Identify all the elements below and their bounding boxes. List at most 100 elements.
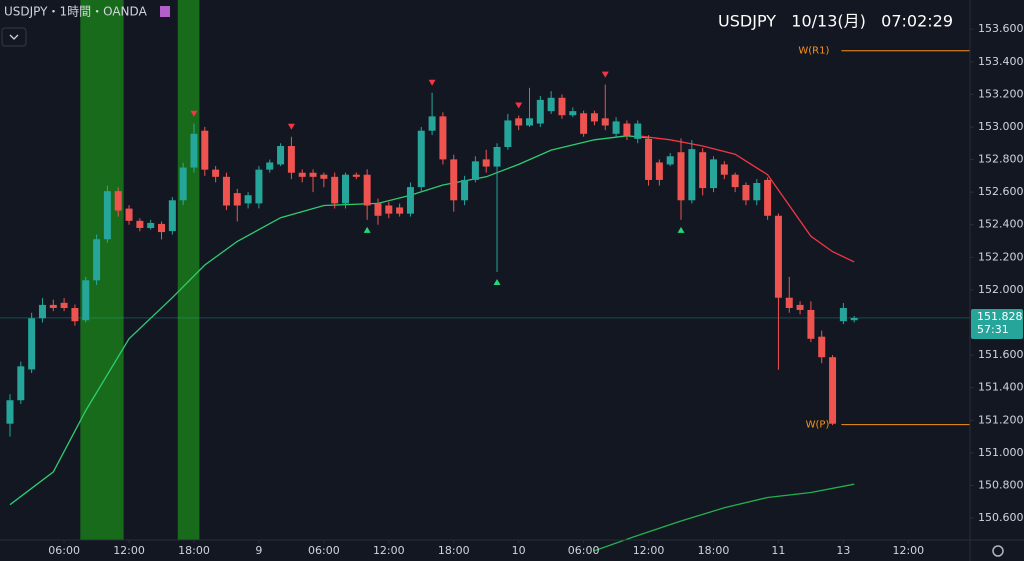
candle-body	[363, 174, 371, 206]
x-tick-label: 06:00	[568, 544, 600, 557]
candle-body	[677, 152, 685, 201]
candle-body	[525, 118, 533, 126]
sell-marker	[428, 79, 436, 86]
countdown-label: 57:31	[977, 323, 1009, 336]
x-tick-label: 12:00	[892, 544, 924, 557]
candle-body	[774, 215, 782, 298]
y-tick-label: 151.400	[978, 381, 1024, 394]
candle-body	[785, 297, 793, 309]
candle-body	[709, 159, 717, 189]
flag-icon[interactable]	[160, 6, 170, 17]
chevron-icon	[9, 34, 19, 40]
level-label: W(R1)	[798, 46, 829, 57]
candle-body	[168, 200, 176, 232]
candle-body	[374, 203, 382, 216]
y-tick-label: 150.800	[978, 478, 1024, 491]
moving-average	[594, 483, 855, 552]
settings-icon[interactable]	[992, 545, 1004, 557]
x-tick-label: 9	[255, 544, 262, 557]
candle-body	[439, 116, 447, 160]
candle-body	[6, 400, 14, 424]
x-tick-label: 10	[512, 544, 526, 557]
collapse-button[interactable]	[1, 27, 27, 47]
candle-body	[764, 179, 772, 216]
x-tick-label: 11	[771, 544, 785, 557]
session-highlight	[80, 0, 124, 540]
candle-body	[471, 161, 479, 180]
y-tick-label: 153.600	[978, 22, 1024, 35]
y-tick-label: 152.000	[978, 283, 1024, 296]
x-tick-label: 06:00	[308, 544, 340, 557]
y-tick-label: 152.800	[978, 153, 1024, 166]
candle-body	[244, 195, 252, 204]
candle-body	[515, 118, 523, 126]
candle-body	[385, 205, 393, 214]
candle-body	[482, 159, 490, 167]
candle-body	[655, 162, 663, 180]
candle-body	[125, 208, 133, 221]
candle-body	[753, 183, 761, 201]
candle-body	[536, 99, 544, 124]
candle-body	[277, 146, 285, 165]
candle-body	[590, 113, 598, 122]
candle-body	[28, 318, 36, 370]
plot-area: W(R1) W(P)	[0, 0, 970, 552]
candle-body	[742, 184, 750, 201]
sell-marker	[601, 71, 609, 78]
candle-body	[158, 223, 166, 233]
candle-body	[450, 159, 458, 201]
candle-body	[190, 133, 198, 168]
candle-body	[829, 357, 837, 424]
candle-body	[580, 113, 588, 134]
candle-body	[601, 118, 609, 126]
candle-body	[342, 174, 350, 204]
header-clock: USDJPY 10/13(月) 07:02:29	[718, 12, 953, 31]
candle-body	[38, 304, 46, 319]
x-tick-label: 06:00	[48, 544, 80, 557]
last-price-box	[971, 308, 1023, 339]
candle-body	[461, 179, 469, 201]
candle-body	[569, 111, 577, 116]
candle-body	[623, 123, 631, 136]
sell-marker	[190, 110, 198, 117]
candle-body	[645, 138, 653, 180]
y-tick-label: 151.000	[978, 446, 1024, 459]
y-tick-label: 153.400	[978, 55, 1024, 68]
candle-body	[309, 172, 317, 177]
candle-body	[212, 169, 220, 177]
candle-body	[504, 120, 512, 148]
candle-body	[60, 302, 68, 309]
x-tick-label: 13	[836, 544, 850, 557]
x-tick-label: 18:00	[698, 544, 730, 557]
x-tick-label: 12:00	[373, 544, 405, 557]
last-price-label: 151.828	[977, 310, 1023, 323]
candle-body	[136, 220, 144, 228]
x-tick-label: 18:00	[438, 544, 470, 557]
candle-body	[255, 169, 263, 204]
x-tick-label: 12:00	[633, 544, 665, 557]
candle-body	[114, 191, 122, 211]
candle-body	[699, 152, 707, 189]
candle-body	[720, 164, 728, 175]
buy-marker	[363, 226, 371, 233]
candle-body	[731, 174, 739, 188]
candle-body	[222, 176, 230, 206]
x-tick-label: 12:00	[113, 544, 145, 557]
y-tick-label: 150.600	[978, 511, 1024, 524]
y-tick-label: 151.200	[978, 413, 1024, 426]
candle-body	[558, 97, 566, 116]
candle-body	[266, 162, 274, 170]
y-tick-label: 152.600	[978, 185, 1024, 198]
candle-body	[331, 176, 339, 204]
candle-body	[612, 121, 620, 134]
level-label: W(P)	[806, 420, 830, 431]
candle-body	[396, 207, 404, 214]
candle-body	[547, 97, 555, 112]
x-tick-label: 18:00	[178, 544, 210, 557]
candle-body	[147, 222, 155, 228]
candle-body	[818, 336, 826, 358]
candle-body	[320, 174, 328, 179]
